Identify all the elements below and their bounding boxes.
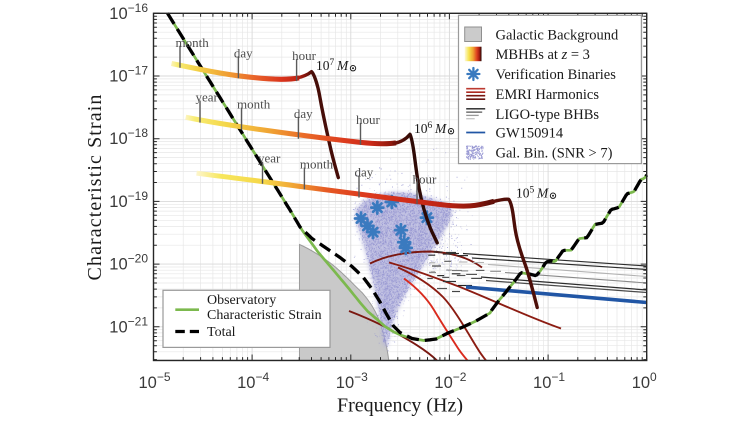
svg-text:Observatory: Observatory (207, 293, 276, 308)
svg-text:EMRI Harmonics: EMRI Harmonics (496, 87, 600, 103)
svg-text:Frequency (Hz): Frequency (Hz) (337, 395, 463, 417)
svg-text:day: day (355, 165, 374, 180)
svg-text:Total: Total (207, 325, 236, 340)
svg-text:Characteristic Strain: Characteristic Strain (207, 308, 322, 323)
svg-text:day: day (234, 45, 253, 60)
svg-text:Gal. Bin. (SNR > 7): Gal. Bin. (SNR > 7) (496, 146, 613, 162)
svg-text:year: year (196, 90, 219, 105)
svg-text:month: month (237, 97, 271, 112)
svg-text:year: year (258, 151, 281, 166)
svg-text:106 M: 106 M (414, 121, 447, 136)
svg-text:LIGO-type BHBs: LIGO-type BHBs (496, 107, 600, 123)
svg-text:month: month (176, 35, 210, 50)
svg-text:107 M: 107 M (316, 58, 349, 73)
svg-text:Characteristic Strain: Characteristic Strain (84, 94, 106, 281)
svg-text:hour: hour (292, 48, 317, 63)
svg-text:hour: hour (356, 112, 381, 127)
svg-text:Verification Binaries: Verification Binaries (496, 67, 617, 83)
svg-text:GW150914: GW150914 (496, 126, 564, 142)
svg-text:hour: hour (413, 171, 438, 186)
svg-text:day: day (294, 106, 313, 121)
svg-text:Galactic Background: Galactic Background (496, 28, 620, 44)
svg-text:month: month (300, 157, 334, 172)
svg-text:105 M: 105 M (516, 186, 549, 201)
svg-text:MBHBs at z = 3: MBHBs at z = 3 (496, 47, 590, 63)
